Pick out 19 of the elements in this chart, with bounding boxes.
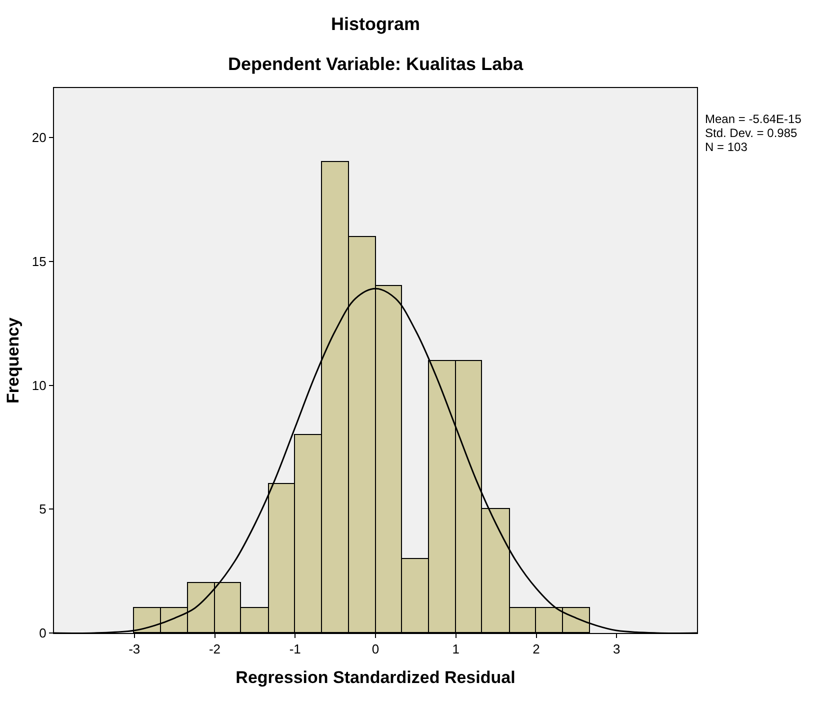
y-tick-label: 20 <box>32 130 46 146</box>
x-tick-label: 1 <box>452 642 460 657</box>
x-tick-label: -1 <box>289 642 301 657</box>
x-tick-label: 3 <box>613 642 620 657</box>
y-tick-label: 0 <box>39 626 46 641</box>
x-tick-label: 2 <box>532 642 540 657</box>
y-tick-label: 15 <box>32 254 46 269</box>
y-axis-title: Frequency <box>3 316 22 404</box>
chart-title: Histogram <box>331 14 420 34</box>
x-tick-label: -3 <box>128 642 140 657</box>
x-tick-label: 0 <box>372 642 380 657</box>
x-tick-label: -2 <box>208 642 221 657</box>
x-axis-title: Regression Standardized Residual <box>236 668 516 687</box>
y-tick-label: 5 <box>39 502 46 517</box>
y-tick-label: 10 <box>32 378 46 393</box>
chart-subtitle: Dependent Variable: Kualitas Laba <box>228 54 524 74</box>
text: N = 103 <box>705 140 748 154</box>
text: Std. Dev. = 0.985 <box>705 126 798 140</box>
text: Mean = -5.64E-15 <box>705 112 802 126</box>
